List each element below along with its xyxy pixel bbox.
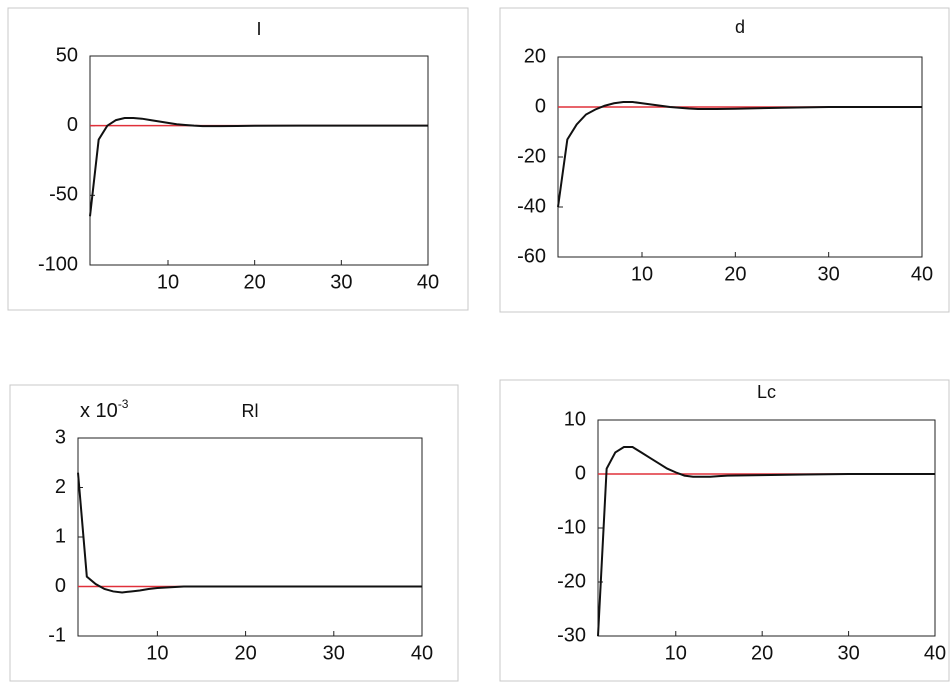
figure: I-100-5005010203040d-60-40-2002010203040… <box>0 0 950 682</box>
x-tick-label: 10 <box>157 271 179 293</box>
y-tick-label: 3 <box>55 426 66 448</box>
x-tick-label: 10 <box>665 642 687 664</box>
x-tick-label: 20 <box>234 642 256 664</box>
y-tick-label: -100 <box>38 253 78 275</box>
chart-title: d <box>735 17 745 37</box>
x-tick-label: 20 <box>751 642 773 664</box>
plot-area <box>558 57 922 257</box>
x-tick-label: 30 <box>323 642 345 664</box>
x-tick-label: 30 <box>818 263 840 285</box>
x-tick-label: 10 <box>631 263 653 285</box>
y-tick-label: 1 <box>55 525 66 547</box>
y-multiplier: x 10-3 <box>80 397 129 422</box>
y-tick-label: -60 <box>517 245 546 267</box>
x-tick-label: 40 <box>911 263 933 285</box>
y-tick-label: -1 <box>48 624 66 646</box>
y-tick-label: 0 <box>535 95 546 117</box>
y-tick-label: -10 <box>557 516 586 538</box>
y-tick-label: 0 <box>55 575 66 597</box>
y-tick-label: -50 <box>49 184 78 206</box>
plot-area <box>598 420 935 636</box>
y-tick-label: 0 <box>67 114 78 136</box>
x-tick-label: 10 <box>146 642 168 664</box>
y-tick-label: 50 <box>56 44 78 66</box>
y-tick-label: -20 <box>557 570 586 592</box>
x-tick-label: 30 <box>330 271 352 293</box>
x-tick-label: 20 <box>244 271 266 293</box>
y-tick-label: -40 <box>517 195 546 217</box>
y-tick-label: 20 <box>524 45 546 67</box>
x-tick-label: 30 <box>837 642 859 664</box>
y-tick-label: 2 <box>55 476 66 498</box>
x-tick-label: 40 <box>924 642 946 664</box>
x-tick-label: 40 <box>417 271 439 293</box>
x-tick-label: 40 <box>411 642 433 664</box>
plot-area <box>90 56 428 265</box>
y-tick-label: 10 <box>564 408 586 430</box>
multiplier-exponent: -3 <box>118 397 129 411</box>
plot-area <box>78 438 422 636</box>
multiplier-base: x 10 <box>80 400 118 422</box>
chart-title: Lc <box>757 382 776 402</box>
chart-title: I <box>256 19 261 39</box>
x-tick-label: 20 <box>724 263 746 285</box>
y-tick-label: -30 <box>557 624 586 646</box>
y-tick-label: 0 <box>575 462 586 484</box>
chart-title: Rl <box>242 401 259 421</box>
y-tick-label: -20 <box>517 145 546 167</box>
